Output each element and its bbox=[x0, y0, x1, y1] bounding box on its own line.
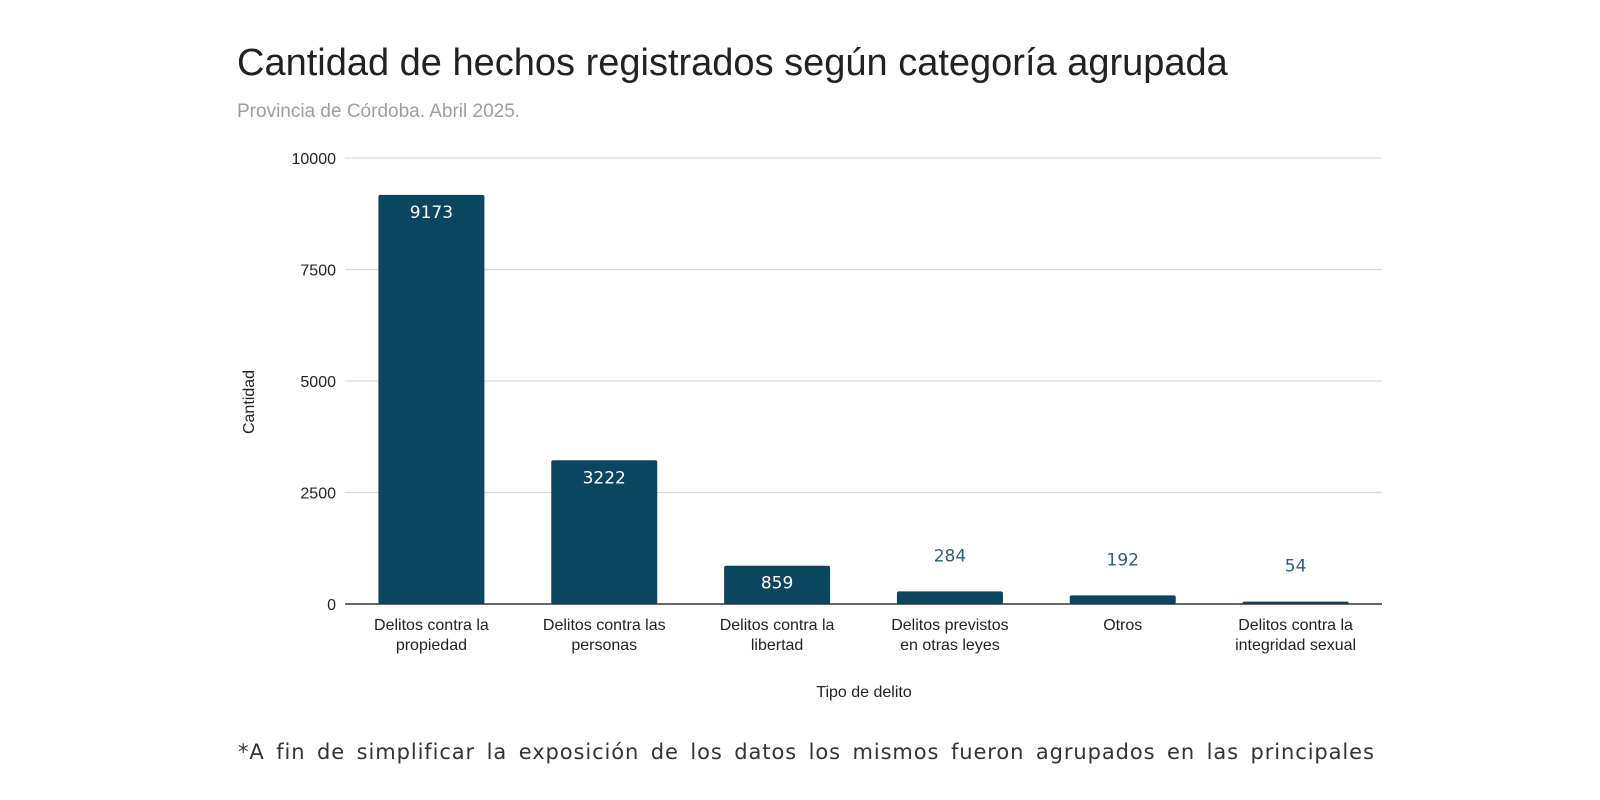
bar bbox=[1069, 595, 1176, 604]
x-tick-label: libertad bbox=[751, 637, 803, 654]
x-tick-label: Delitos previstos bbox=[891, 617, 1008, 634]
bar bbox=[551, 460, 658, 604]
bar bbox=[724, 565, 831, 604]
gridlines bbox=[345, 157, 1382, 494]
data-label: 284 bbox=[934, 546, 966, 566]
y-axis-ticks: 0 2500 5000 7500 10000 bbox=[292, 151, 337, 614]
bar bbox=[378, 194, 485, 604]
y-axis-title: Cantidad bbox=[241, 370, 258, 434]
y-tick-label: 7500 bbox=[300, 263, 336, 280]
chart-title: Cantidad de hechos registrados según cat… bbox=[237, 42, 1228, 84]
x-axis-title: Tipo de delito bbox=[816, 684, 912, 701]
data-label: 192 bbox=[1107, 550, 1139, 570]
y-tick-label: 0 bbox=[327, 597, 336, 614]
data-label: 9173 bbox=[410, 203, 453, 223]
x-tick-label: en otras leyes bbox=[900, 637, 1000, 654]
x-tick-label: Delitos contra la bbox=[720, 617, 835, 634]
x-tick-label: Otros bbox=[1103, 617, 1142, 634]
data-label: 54 bbox=[1285, 557, 1307, 577]
footnote-text: *A fin de simplificar la exposición de l… bbox=[238, 740, 1375, 764]
x-tick-label: integridad sexual bbox=[1235, 637, 1356, 654]
data-label: 859 bbox=[761, 574, 793, 594]
x-axis-ticks: Delitos contra la propiedad Delitos contra… bbox=[374, 617, 1356, 654]
y-tick-label: 10000 bbox=[292, 151, 337, 168]
bar-chart: 0 2500 5000 7500 10000 9173 3222 859 284 192 54 D… bbox=[241, 151, 1382, 701]
bars bbox=[378, 194, 1349, 604]
chart-subtitle: Provincia de Córdoba. Abril 2025. bbox=[237, 101, 521, 122]
data-labels: 9173 3222 859 284 192 54 bbox=[410, 203, 1307, 594]
bar bbox=[896, 591, 1003, 604]
data-label: 3222 bbox=[583, 468, 626, 488]
x-tick-label: personas bbox=[571, 637, 637, 654]
y-tick-label: 5000 bbox=[300, 374, 336, 391]
x-tick-label: Delitos contra las bbox=[543, 617, 666, 634]
x-tick-label: Delitos contra la bbox=[374, 617, 489, 634]
x-tick-label: propiedad bbox=[396, 637, 467, 654]
x-tick-label: Delitos contra la bbox=[1238, 617, 1353, 634]
y-tick-label: 2500 bbox=[300, 486, 336, 503]
